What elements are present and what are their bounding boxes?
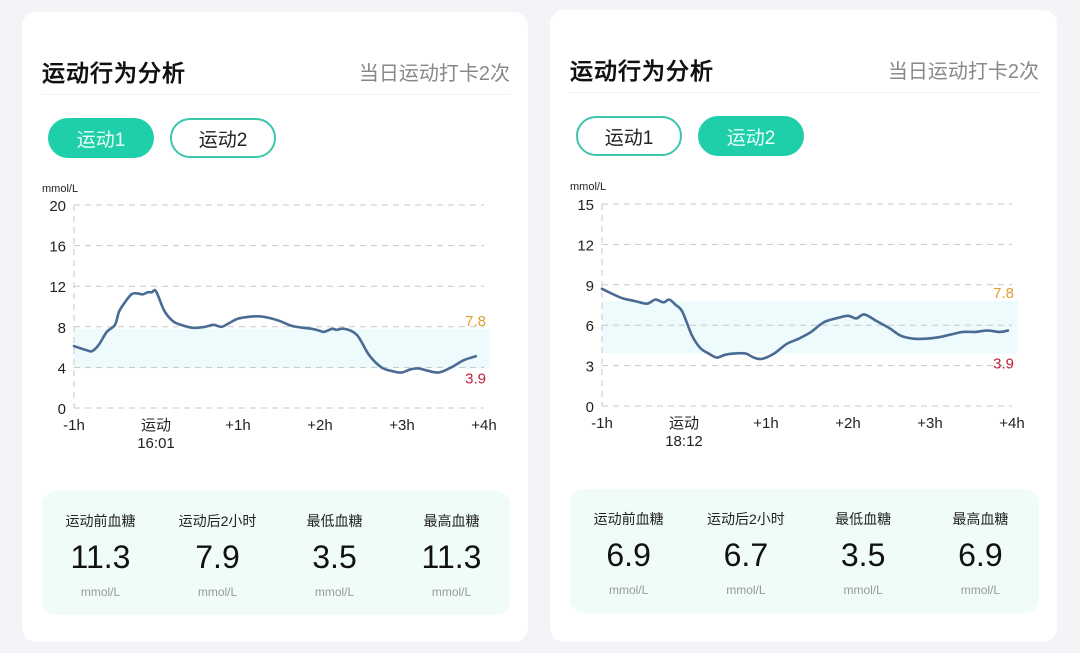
target-low-label: 3.9 (993, 355, 1014, 372)
checkin-count: 当日运动打卡2次 (358, 63, 510, 85)
stat-label: 最低血糖 (835, 511, 892, 527)
x-tick-label: +2h (307, 417, 332, 434)
exercise-analysis-card-1: 运动行为分析 当日运动打卡2次 运动1 运动2 mmol/L 0 4 8 12 16 20 -… (22, 12, 528, 642)
checkin-count: 当日运动打卡2次 (887, 61, 1039, 83)
stat-unit: mmol/L (608, 583, 649, 597)
glucose-line (72, 288, 478, 374)
stat-value: 3.5 (840, 537, 886, 573)
stat-max: 最高血糖 11.3 mmol/L (393, 491, 510, 615)
stat-label: 运动前血糖 (65, 513, 136, 529)
stat-value: 3.5 (312, 539, 357, 575)
y-tick-label: 20 (49, 198, 66, 215)
stat-post-2h: 运动后2小时 7.9 mmol/L (159, 491, 276, 615)
stat-unit: mmol/L (960, 583, 1001, 597)
target-high-label: 7.8 (993, 285, 1014, 302)
x-tick-label: 运动 (669, 415, 699, 432)
stat-value: 11.3 (70, 539, 131, 575)
stat-unit: mmol/L (197, 585, 238, 599)
glucose-line (600, 287, 1010, 361)
x-tick-label: -1h (63, 417, 85, 434)
stat-unit: mmol/L (431, 585, 472, 599)
x-tick-label: 18:12 (665, 433, 703, 450)
tab-exercise-1[interactable]: 运动1 (48, 118, 154, 158)
stat-post-2h: 运动后2小时 6.7 mmol/L (687, 489, 804, 613)
y-axis-unit: mmol/L (570, 181, 606, 193)
x-tick-label: 16:01 (137, 435, 175, 452)
stats-panel: 运动前血糖 11.3 mmol/L 运动后2小时 7.9 mmol/L 最低血糖… (42, 491, 510, 615)
stat-value: 7.9 (195, 539, 240, 575)
stat-label: 运动后2小时 (706, 511, 785, 527)
card-title: 运动行为分析 (42, 60, 186, 86)
stat-value: 11.3 (421, 539, 482, 575)
stat-label: 最高血糖 (952, 511, 1009, 527)
target-low-label: 3.9 (465, 370, 486, 387)
x-tick-label: +2h (835, 415, 860, 432)
stat-min: 最低血糖 3.5 mmol/L (276, 491, 393, 615)
y-tick-label: 16 (49, 239, 66, 256)
stat-unit: mmol/L (726, 583, 766, 597)
x-tick-label: -1h (591, 415, 613, 432)
x-tick-label: +4h (999, 415, 1024, 432)
stat-label: 运动前血糖 (593, 511, 664, 527)
exercise-tabs: 运动1 运动2 (48, 118, 276, 158)
x-tick-label: +4h (471, 417, 496, 434)
y-axis-unit: mmol/L (42, 183, 78, 195)
y-tick-label: 0 (586, 399, 594, 416)
tab-exercise-1[interactable]: 运动1 (576, 116, 682, 156)
divider (42, 94, 510, 95)
stat-label: 运动后2小时 (178, 513, 257, 529)
stat-unit: mmol/L (314, 585, 355, 599)
stat-label: 最低血糖 (306, 513, 363, 529)
x-tick-label: +1h (753, 415, 778, 432)
card-title: 运动行为分析 (570, 58, 714, 84)
stat-value: 6.9 (958, 537, 1003, 573)
y-tick-label: 15 (577, 197, 594, 214)
stat-min: 最低血糖 3.5 mmol/L (805, 489, 922, 613)
stat-value: 6.7 (723, 537, 769, 573)
y-tick-label: 9 (586, 278, 594, 295)
stats-panel: 运动前血糖 6.9 mmol/L 运动后2小时 6.7 mmol/L 最低血糖 … (570, 489, 1039, 613)
stat-max: 最高血糖 6.9 mmol/L (922, 489, 1039, 613)
stat-pre-exercise: 运动前血糖 11.3 mmol/L (42, 491, 159, 615)
y-tick-label: 4 (58, 360, 66, 377)
y-tick-label: 6 (586, 318, 594, 335)
stat-unit: mmol/L (80, 585, 121, 599)
target-range-band (602, 300, 1018, 354)
stat-unit: mmol/L (843, 583, 883, 597)
y-tick-label: 0 (58, 401, 66, 418)
divider (570, 92, 1039, 93)
y-tick-label: 12 (577, 237, 594, 254)
tab-exercise-2[interactable]: 运动2 (698, 116, 804, 156)
y-tick-label: 8 (58, 320, 66, 337)
stat-pre-exercise: 运动前血糖 6.9 mmol/L (570, 489, 687, 613)
exercise-analysis-card-2: 运动行为分析 当日运动打卡2次 运动1 运动2 mmol/L 0 3 6 9 12 15 -1… (550, 10, 1057, 642)
target-range-band (74, 328, 490, 369)
target-high-label: 7.8 (465, 313, 486, 330)
stat-label: 最高血糖 (423, 513, 480, 529)
x-tick-label: +3h (917, 415, 942, 432)
x-tick-label: +3h (389, 417, 414, 434)
tab-exercise-2[interactable]: 运动2 (170, 118, 276, 158)
exercise-tabs: 运动1 运动2 (576, 116, 804, 156)
x-tick-label: +1h (225, 417, 250, 434)
y-tick-label: 3 (586, 359, 594, 376)
stat-value: 6.9 (606, 537, 651, 573)
x-tick-label: 运动 (141, 417, 171, 434)
y-tick-label: 12 (49, 279, 66, 296)
